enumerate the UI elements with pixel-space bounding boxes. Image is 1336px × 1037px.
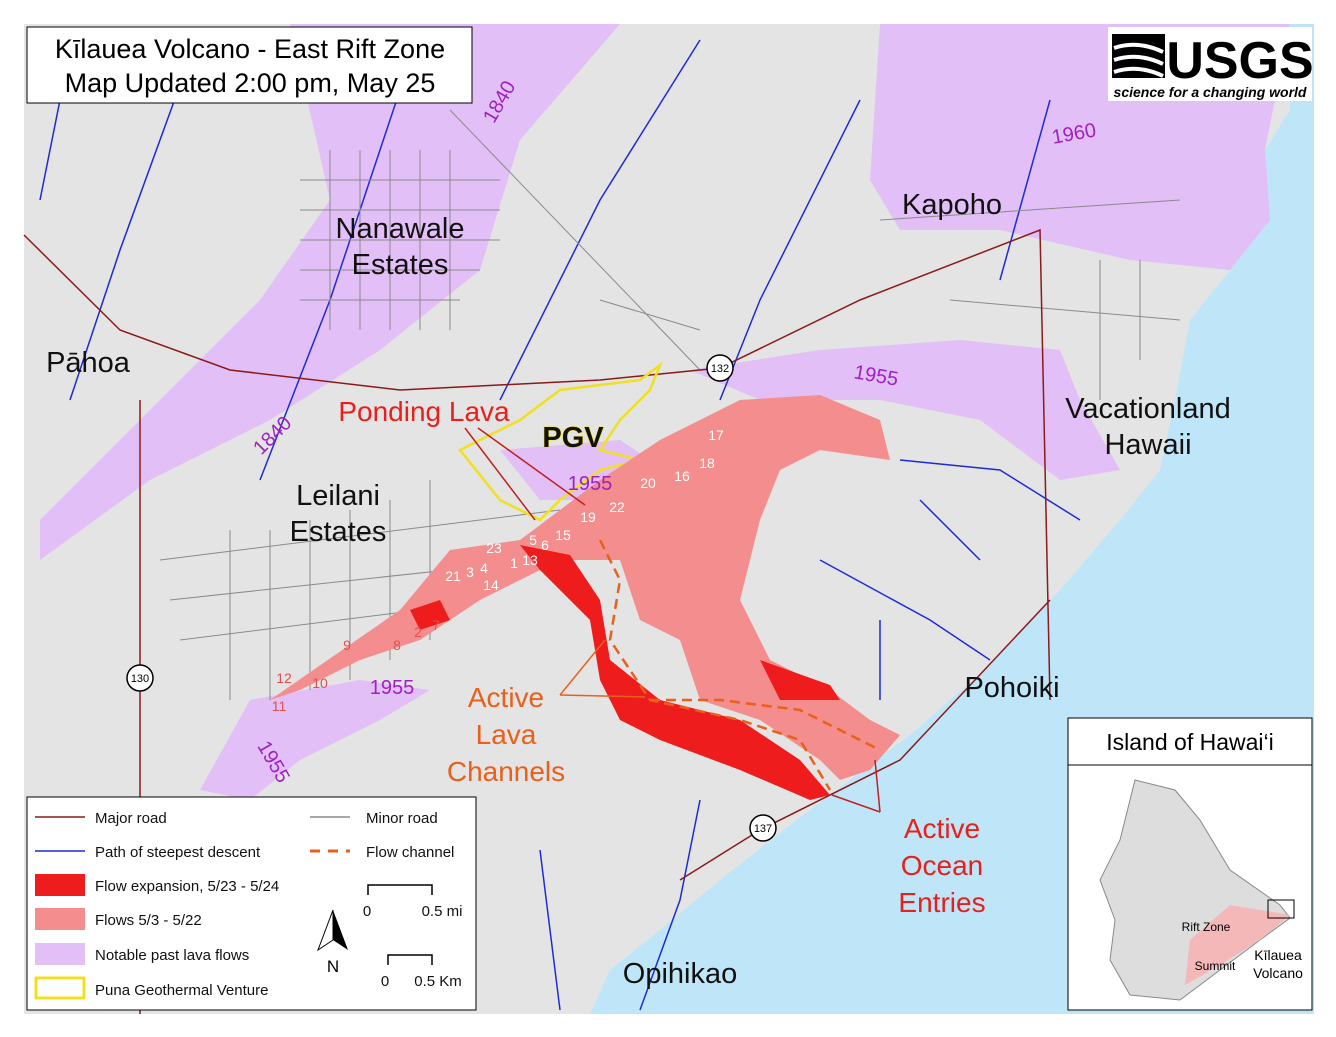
place-label: Nanawale	[336, 213, 465, 245]
legend-label: Minor road	[366, 810, 438, 827]
fissure-number: 8	[393, 637, 401, 653]
fissure-number: 18	[699, 455, 715, 471]
place-label: PGV	[542, 422, 604, 454]
legend	[26, 796, 477, 1011]
fissure-number: 4	[480, 560, 488, 576]
scale-label: 0	[363, 903, 371, 920]
legend-label: Puna Geothermal Venture	[95, 982, 268, 999]
logo-tagline: science for a changing world	[1114, 84, 1307, 100]
fissure-number: 12	[276, 670, 292, 686]
place-label: Estates	[290, 516, 387, 548]
legend-label: Flow channel	[366, 844, 454, 861]
legend-swatch	[34, 976, 86, 1000]
scale-label: 0.5 Km	[414, 973, 462, 990]
annotation: Entries	[898, 887, 985, 918]
place-label: Vacationland	[1065, 393, 1231, 425]
flow-year: 1955	[370, 677, 415, 699]
inset-label: Kīlauea	[1254, 947, 1302, 963]
fissure-number: 3	[466, 564, 474, 580]
subtitle: Map Updated 2:00 pm, May 25	[65, 68, 436, 98]
place-label: Pohoiki	[964, 672, 1059, 704]
annotation: Active	[468, 682, 544, 713]
fissure-number: 9	[343, 637, 351, 653]
inset-label: Summit	[1195, 959, 1236, 973]
flow-channel	[598, 539, 881, 791]
route-number: 137	[754, 823, 772, 835]
fissure-number: 19	[580, 509, 596, 525]
annotation: Ocean	[901, 850, 984, 881]
route-number: 130	[131, 673, 149, 685]
fissure-number: 20	[640, 475, 656, 491]
fissure-number: 17	[708, 427, 724, 443]
route-shields	[126, 354, 777, 842]
lava-flows	[270, 395, 900, 800]
logo-name: USGS	[1166, 32, 1313, 90]
north-arrow	[333, 910, 348, 950]
scale-label: 0.5 mi	[422, 903, 463, 920]
annotation: Lava	[476, 719, 537, 750]
fissure-number: 21	[445, 568, 461, 584]
place-label: Estates	[352, 249, 449, 281]
place-label: Pāhoa	[46, 347, 131, 379]
leader-lines	[559, 639, 646, 698]
inset-label: Volcano	[1253, 965, 1303, 981]
north-label: N	[327, 957, 339, 976]
scale-label: 0	[381, 973, 389, 990]
fissure-number: 22	[609, 499, 625, 515]
scale-bar	[367, 884, 433, 965]
legend-label: Flow expansion, 5/23 - 5/24	[95, 878, 279, 895]
fissure-number: 10	[312, 675, 328, 691]
logo-mark	[1112, 34, 1165, 78]
legend-swatch	[35, 943, 85, 965]
fissure-number: 23	[486, 540, 502, 556]
legend-label: Major road	[95, 810, 167, 827]
place-label: Leilani	[296, 480, 380, 512]
minor-roads	[159, 109, 1181, 700]
title: Kīlauea Volcano - East Rift Zone	[55, 34, 445, 64]
legend-swatch	[35, 874, 85, 896]
annotation: Channels	[447, 756, 565, 787]
fissure-number: 15	[555, 527, 571, 543]
inset-box	[1267, 899, 1295, 919]
fissure-number: 6	[541, 537, 549, 553]
leader-lines	[464, 427, 881, 813]
place-label: Hawaii	[1104, 429, 1191, 461]
fissure-number: 2	[414, 624, 422, 640]
pgv-boundary	[458, 361, 663, 522]
fissure-number: 13	[522, 552, 538, 568]
fissure-number: 1	[510, 555, 518, 571]
place-label: Kapoho	[902, 189, 1002, 221]
flow-year: 1955	[568, 473, 613, 495]
fissure-number: 7	[432, 617, 440, 633]
annotation: Ponding Lava	[338, 396, 510, 427]
legend-label: Notable past lava flows	[95, 947, 249, 964]
place-label: Opihikao	[623, 958, 737, 990]
legend-label: Path of steepest descent	[95, 844, 261, 861]
annotation: Active	[904, 813, 980, 844]
inset-title: Island of Hawai‘i	[1106, 729, 1273, 755]
fissure-number: 16	[674, 468, 690, 484]
legend-label: Flows 5/3 - 5/22	[95, 912, 202, 929]
legend-swatch	[35, 908, 85, 930]
inset-rift	[1185, 905, 1290, 985]
fissure-number: 11	[272, 698, 287, 714]
inset-label: Rift Zone	[1182, 920, 1231, 934]
fissure-number: 5	[529, 532, 537, 548]
title-box	[26, 26, 473, 104]
fissure-number: 14	[483, 577, 499, 593]
route-number: 132	[711, 363, 729, 375]
